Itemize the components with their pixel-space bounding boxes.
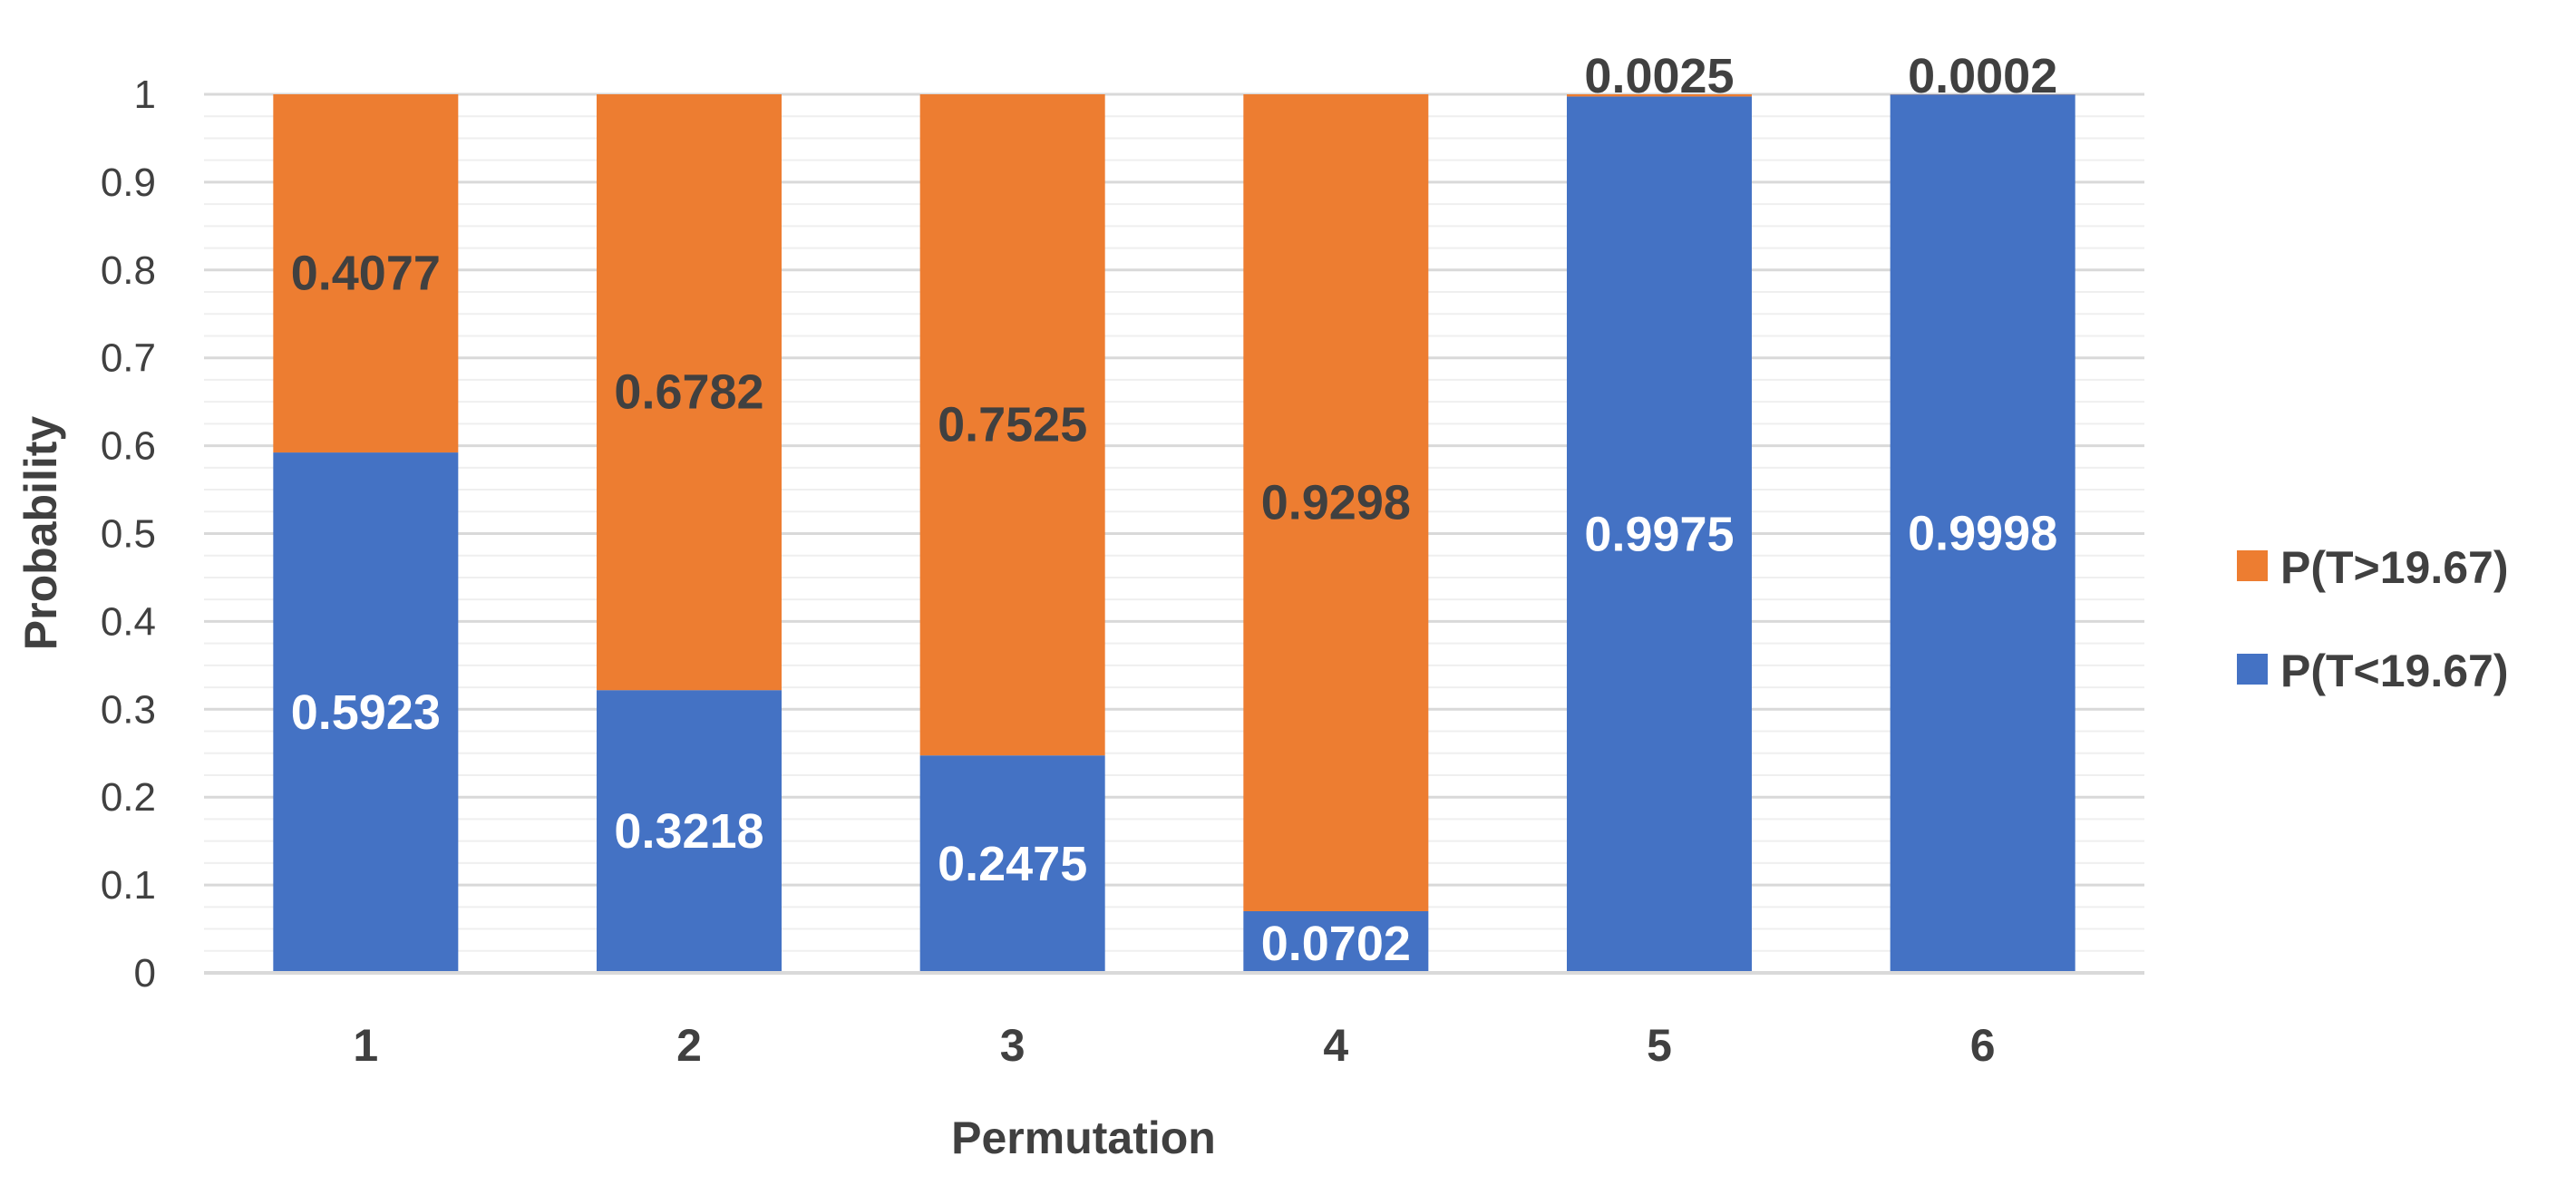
x-axis-ticks: 1 2 3 4 5 6 xyxy=(353,1020,1995,1071)
gridlines xyxy=(204,92,2144,952)
x-tick-label: 1 xyxy=(353,1020,378,1071)
y-tick-label: 0.3 xyxy=(101,687,156,732)
bar-segment xyxy=(1890,94,2075,974)
bar-segment xyxy=(919,94,1105,756)
y-tick-label: 0.8 xyxy=(101,248,156,293)
data-label: 0.0702 xyxy=(1261,917,1411,971)
y-tick-label: 0.6 xyxy=(101,424,156,469)
x-tick-label: 6 xyxy=(1970,1020,1996,1071)
data-label: 0.9975 xyxy=(1584,508,1734,562)
data-label: 0.0002 xyxy=(1908,49,2057,103)
data-label: 0.4077 xyxy=(291,247,441,301)
bar-segment xyxy=(1243,94,1429,911)
data-label: 0.6782 xyxy=(614,365,763,420)
legend: P(T>19.67) P(T<19.67) xyxy=(2237,542,2509,696)
data-label: 0.5923 xyxy=(291,685,441,740)
legend-label: P(T>19.67) xyxy=(2280,542,2509,593)
x-axis-title: Permutation xyxy=(951,1112,1216,1163)
y-tick-label: 0.1 xyxy=(101,863,156,908)
data-labels: 0.5923 0.4077 0.3218 0.6782 0.2475 0.7525 0.07… xyxy=(291,49,2058,971)
data-label: 0.0025 xyxy=(1584,49,1734,103)
data-label: 0.7525 xyxy=(938,398,1087,452)
x-tick-label: 2 xyxy=(676,1020,702,1071)
y-tick-label: 0.4 xyxy=(101,599,156,644)
bar-segment xyxy=(1567,94,1752,97)
y-axis-ticks: 0 0.1 0.2 0.3 0.4 0.5 0.6 0.7 0.8 0.9 1 xyxy=(101,73,156,996)
y-tick-label: 0.2 xyxy=(101,775,156,820)
bar-segment xyxy=(1243,910,1429,973)
data-label: 0.9298 xyxy=(1261,475,1411,529)
legend-label: P(T<19.67) xyxy=(2280,646,2509,696)
y-axis-title: Probability xyxy=(15,416,66,651)
bar-segment xyxy=(597,690,782,973)
bar-segment xyxy=(597,94,782,691)
bar-segment xyxy=(273,452,459,974)
x-tick-label: 3 xyxy=(1000,1020,1026,1071)
legend-swatch xyxy=(2237,550,2268,581)
y-tick-label: 0 xyxy=(134,951,156,996)
bar-segment xyxy=(273,94,459,453)
legend-swatch xyxy=(2237,654,2268,685)
bar-segment xyxy=(1567,96,1752,974)
data-label: 0.2475 xyxy=(938,837,1087,891)
x-tick-label: 4 xyxy=(1323,1020,1348,1071)
bar-segment xyxy=(919,755,1105,973)
y-tick-label: 0.7 xyxy=(101,336,156,381)
x-tick-label: 5 xyxy=(1647,1020,1672,1071)
bars xyxy=(273,94,2075,974)
y-tick-label: 1 xyxy=(134,73,156,117)
data-label: 0.9998 xyxy=(1908,507,2057,561)
y-tick-label: 0.9 xyxy=(101,160,156,205)
data-label: 0.3218 xyxy=(614,804,763,859)
y-tick-label: 0.5 xyxy=(101,512,156,557)
